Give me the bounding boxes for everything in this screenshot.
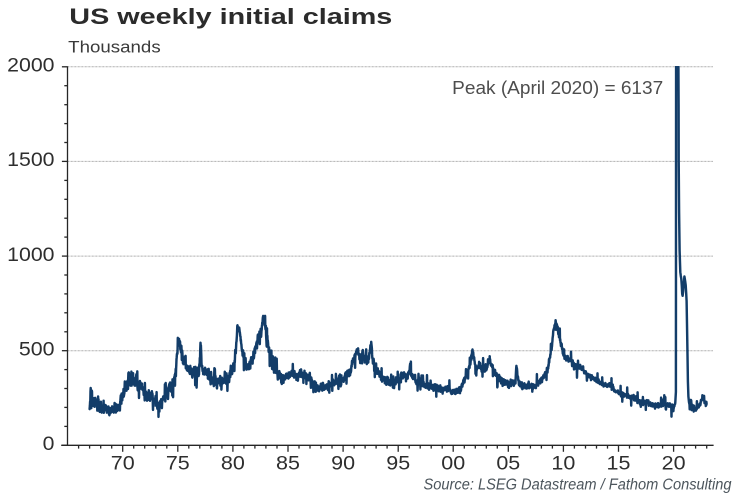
svg-text:70: 70: [111, 454, 135, 475]
svg-text:US weekly initial claims: US weekly initial claims: [69, 4, 392, 29]
svg-text:90: 90: [331, 454, 355, 475]
svg-text:Source: LSEG Datastream / Fath: Source: LSEG Datastream / Fathom Consult…: [424, 476, 732, 493]
svg-text:85: 85: [276, 454, 300, 475]
svg-text:1500: 1500: [7, 150, 54, 171]
svg-text:80: 80: [221, 454, 245, 475]
svg-text:2000: 2000: [7, 56, 54, 77]
svg-text:Thousands: Thousands: [68, 38, 160, 57]
svg-text:20: 20: [662, 454, 686, 475]
svg-text:75: 75: [166, 454, 190, 475]
svg-text:1000: 1000: [7, 245, 54, 266]
svg-text:05: 05: [496, 454, 520, 475]
svg-text:10: 10: [551, 454, 575, 475]
svg-text:95: 95: [386, 454, 410, 475]
svg-text:Peak (April 2020) = 6137: Peak (April 2020) = 6137: [452, 77, 663, 98]
svg-text:0: 0: [43, 434, 55, 455]
svg-text:15: 15: [607, 454, 631, 475]
svg-text:00: 00: [441, 454, 465, 475]
svg-text:500: 500: [19, 339, 55, 360]
